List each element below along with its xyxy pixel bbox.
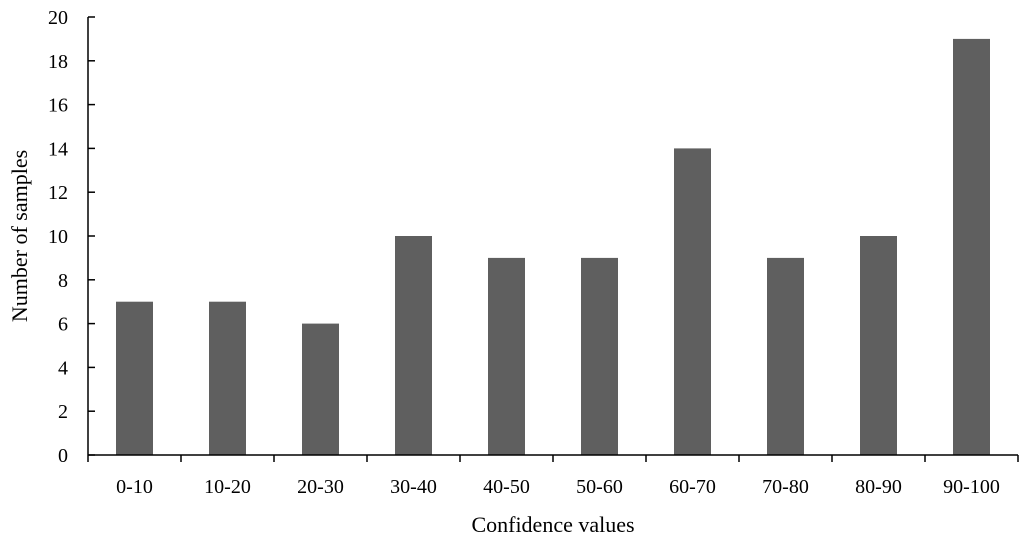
bar-0-10 [116, 301, 153, 455]
bar-70-80 [767, 257, 804, 455]
x-tick-label: 60-70 [669, 476, 716, 498]
y-tick-label: 12 [48, 182, 68, 204]
y-tick-label: 6 [58, 314, 68, 336]
x-tick-label: 40-50 [483, 476, 530, 498]
y-tick-label: 8 [58, 270, 68, 292]
x-tick-label: 30-40 [390, 476, 437, 498]
y-tick-label: 4 [58, 357, 68, 379]
y-tick-label: 16 [48, 95, 68, 117]
y-tick-label: 20 [48, 7, 68, 29]
x-axis-title: Confidence values [471, 512, 634, 537]
bar-40-50 [488, 257, 525, 455]
y-tick-label: 14 [48, 138, 68, 160]
x-tick-label: 10-20 [204, 476, 251, 498]
bar-90-100 [953, 38, 990, 456]
y-tick-label: 2 [58, 401, 68, 423]
bars-group [116, 38, 990, 456]
y-tick-label: 0 [58, 445, 68, 467]
x-tick-label: 0-10 [116, 476, 153, 498]
y-ticks-group: 0 2 4 6 8 10 12 14 16 18 20 [48, 7, 95, 467]
y-tick-label: 10 [48, 226, 68, 248]
bar-30-40 [395, 236, 432, 455]
x-tick-label: 70-80 [762, 476, 809, 498]
y-axis-title: Number of samples [7, 150, 32, 322]
x-ticks-group: 0-10 10-20 20-30 30-40 40-50 50-60 60-70 70-80 8… [87, 455, 1019, 498]
y-tick-label: 18 [48, 51, 68, 73]
x-tick-label: 90-100 [943, 476, 1000, 498]
x-tick-label: 50-60 [576, 476, 623, 498]
bar-60-70 [674, 148, 711, 455]
bar-50-60 [581, 257, 618, 455]
x-tick-label: 80-90 [855, 476, 902, 498]
x-tick-label: 20-30 [297, 476, 344, 498]
bar-80-90 [860, 236, 897, 455]
bar-10-20 [209, 301, 246, 455]
bar-20-30 [302, 323, 339, 455]
